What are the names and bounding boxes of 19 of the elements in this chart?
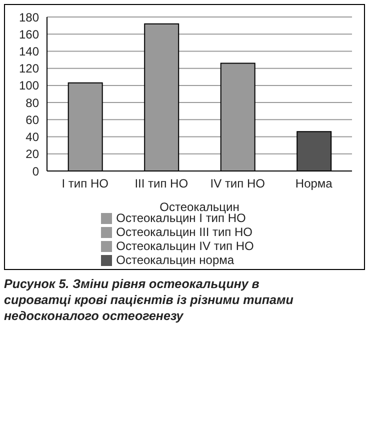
y-tick-label: 40: [26, 130, 40, 144]
legend-label: Остеокальцин IV тип НО: [116, 239, 254, 253]
legend-label: Остеокальцин норма: [116, 253, 234, 267]
legend-label: Остеокальцин III тип НО: [116, 225, 253, 239]
y-tick-label: 20: [26, 147, 40, 162]
y-tick-label: 120: [18, 62, 40, 76]
y-tick-label: 160: [18, 27, 40, 42]
y-tick-label: 100: [18, 78, 40, 93]
y-tick-label: 0: [32, 164, 40, 178]
y-tick-label: 60: [26, 112, 40, 127]
x-axis-title: Остеокальцин: [160, 200, 240, 214]
x-tick-label: I тип НО: [62, 176, 108, 191]
y-tick-label: 180: [18, 10, 40, 24]
x-tick-label: III тип НО: [134, 176, 188, 191]
x-tick-label: Норма: [295, 176, 333, 191]
text: Рисунок 5. Зміни рівня остеокальцину в сироватці крові пацієнтів із різними типами недосконалого остеогенезу: [4, 276, 294, 324]
y-tick-label: 140: [18, 44, 40, 58]
y-tick-label: 80: [26, 96, 40, 110]
x-tick-label: IV тип НО: [210, 176, 265, 191]
